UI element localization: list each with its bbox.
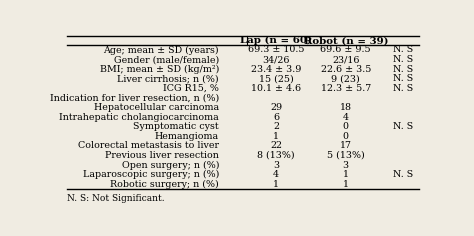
Text: Symptomatic cyst: Symptomatic cyst — [133, 122, 219, 131]
Text: 22: 22 — [270, 141, 282, 150]
Text: 15 (25): 15 (25) — [259, 74, 293, 83]
Text: N. S: Not Significant.: N. S: Not Significant. — [66, 194, 164, 202]
Text: N. S: N. S — [392, 74, 413, 83]
Text: Laparoscopic surgery; n (%): Laparoscopic surgery; n (%) — [82, 170, 219, 179]
Text: 12.3 ± 5.7: 12.3 ± 5.7 — [320, 84, 371, 93]
Text: 69.6 ± 9.5: 69.6 ± 9.5 — [320, 46, 371, 55]
Text: 10.1 ± 4.6: 10.1 ± 4.6 — [251, 84, 301, 93]
Text: N. S: N. S — [392, 170, 413, 179]
Text: 3: 3 — [273, 160, 279, 169]
Text: 4: 4 — [273, 170, 279, 179]
Text: BMI; mean ± SD (kg/m²): BMI; mean ± SD (kg/m²) — [100, 65, 219, 74]
Text: N. S: N. S — [392, 84, 413, 93]
Text: Liver cirrhosis; n (%): Liver cirrhosis; n (%) — [118, 74, 219, 83]
Text: Age; mean ± SD (years): Age; mean ± SD (years) — [103, 45, 219, 55]
Text: 0: 0 — [343, 132, 349, 141]
Text: Lap (n = 60): Lap (n = 60) — [240, 36, 312, 45]
Text: 6: 6 — [273, 113, 279, 122]
Text: N. S: N. S — [392, 65, 413, 74]
Text: 29: 29 — [270, 103, 282, 112]
Text: 18: 18 — [340, 103, 352, 112]
Text: 1: 1 — [273, 180, 279, 189]
Text: Open surgery; n (%): Open surgery; n (%) — [121, 160, 219, 170]
Text: Gender (male/female): Gender (male/female) — [114, 55, 219, 64]
Text: Hepatocellular carcinoma: Hepatocellular carcinoma — [94, 103, 219, 112]
Text: 1: 1 — [273, 132, 279, 141]
Text: Robotic surgery; n (%): Robotic surgery; n (%) — [110, 180, 219, 189]
Text: 3: 3 — [343, 160, 349, 169]
Text: N. S: N. S — [392, 46, 413, 55]
Text: Intrahepatic cholangiocarcinoma: Intrahepatic cholangiocarcinoma — [59, 113, 219, 122]
Text: ICG R15, %: ICG R15, % — [163, 84, 219, 93]
Text: 17: 17 — [340, 141, 352, 150]
Text: Previous liver resection: Previous liver resection — [105, 151, 219, 160]
Text: 8 (13%): 8 (13%) — [257, 151, 295, 160]
Text: 23/16: 23/16 — [332, 55, 360, 64]
Text: 4: 4 — [343, 113, 349, 122]
Text: 69.3 ± 10.5: 69.3 ± 10.5 — [248, 46, 304, 55]
Text: Indication for liver resection, n (%): Indication for liver resection, n (%) — [50, 93, 219, 102]
Text: Robot (n = 39): Robot (n = 39) — [303, 36, 388, 45]
Text: 34/26: 34/26 — [262, 55, 290, 64]
Text: N. S: N. S — [392, 122, 413, 131]
Text: 2: 2 — [273, 122, 279, 131]
Text: Colorectal metastasis to liver: Colorectal metastasis to liver — [78, 141, 219, 150]
Text: 23.4 ± 3.9: 23.4 ± 3.9 — [251, 65, 301, 74]
Text: 5 (13%): 5 (13%) — [327, 151, 365, 160]
Text: 9 (23): 9 (23) — [331, 74, 360, 83]
Text: 1: 1 — [343, 170, 349, 179]
Text: 0: 0 — [343, 122, 349, 131]
Text: Hemangioma: Hemangioma — [155, 132, 219, 141]
Text: 1: 1 — [343, 180, 349, 189]
Text: N. S: N. S — [392, 55, 413, 64]
Text: 22.6 ± 3.5: 22.6 ± 3.5 — [320, 65, 371, 74]
